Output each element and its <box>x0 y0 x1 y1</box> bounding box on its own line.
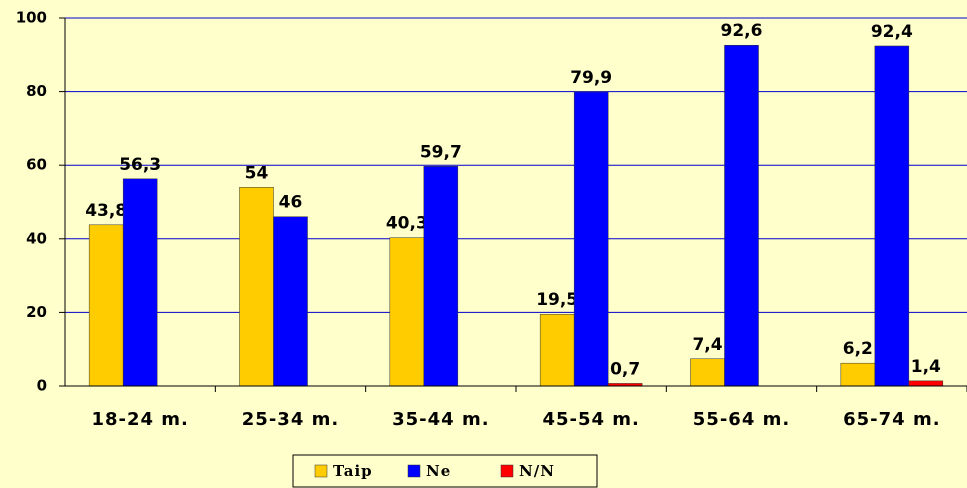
bar <box>273 216 308 387</box>
data-label: 56,3 <box>119 155 161 175</box>
bar <box>908 380 944 387</box>
bar <box>874 45 910 387</box>
data-label: 79,9 <box>570 68 612 88</box>
data-label: 19,5 <box>536 290 578 310</box>
data-label: 92,4 <box>871 22 913 42</box>
bar <box>389 237 425 387</box>
data-label: 7,4 <box>692 335 722 355</box>
x-tick-label: 35-44 m. <box>392 409 489 430</box>
data-label: 1,4 <box>911 357 941 377</box>
y-tick-label: 60 <box>26 156 47 174</box>
data-label: 92,6 <box>721 21 763 41</box>
x-tick-label: 45-54 m. <box>542 409 639 430</box>
y-tick-label: 20 <box>26 303 47 321</box>
data-label: 6,2 <box>843 339 873 359</box>
x-tick-label: 18-24 m. <box>91 409 188 430</box>
y-tick-label: 0 <box>37 377 47 395</box>
legend-box <box>292 454 598 488</box>
legend-swatch <box>500 464 514 478</box>
bar <box>724 44 759 387</box>
bar <box>423 166 459 387</box>
legend-label: N/N <box>519 462 555 480</box>
bar <box>690 358 725 387</box>
bar <box>539 313 575 387</box>
bar <box>840 362 876 387</box>
bar <box>239 187 274 387</box>
y-tick-label: 80 <box>26 82 47 100</box>
y-tick-label: 100 <box>16 9 47 27</box>
legend-label: Ne <box>426 462 451 480</box>
x-tick-label: 55-64 m. <box>693 409 790 430</box>
x-tick-label: 25-34 m. <box>242 409 339 430</box>
data-label: 46 <box>279 193 303 213</box>
data-label: 40,3 <box>386 214 428 234</box>
legend-label: Taip <box>333 462 373 480</box>
bar <box>573 91 609 387</box>
data-label: 59,7 <box>420 142 462 162</box>
x-tick-label: 65-74 m. <box>843 409 940 430</box>
bar <box>88 224 124 387</box>
legend-swatch <box>314 464 328 478</box>
data-label: 0,7 <box>610 359 640 379</box>
data-label: 54 <box>245 163 269 183</box>
legend-swatch <box>407 464 421 478</box>
y-tick-label: 40 <box>26 229 47 247</box>
data-label: 43,8 <box>85 201 127 221</box>
bar <box>122 178 158 387</box>
